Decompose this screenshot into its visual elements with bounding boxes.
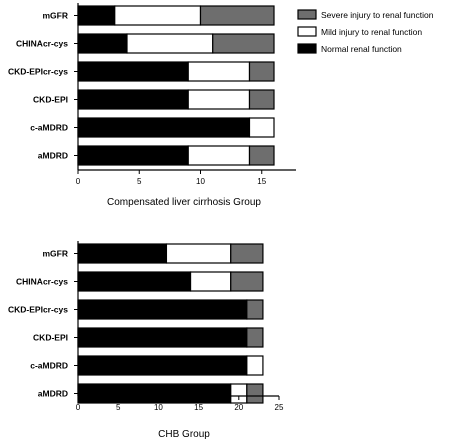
category-label: CKD-EPI: [33, 95, 68, 105]
bar-segment: [126, 33, 214, 54]
bar-segment: [246, 355, 264, 376]
bar-segment: [77, 145, 189, 166]
x-axis-label: CHB Group: [158, 429, 210, 440]
legend-swatch: [297, 26, 317, 37]
bar-segment: [77, 243, 168, 264]
bar-row-ckd-epicr-cys: [77, 61, 275, 82]
bar-segment: [248, 145, 275, 166]
bar-segment: [77, 327, 248, 348]
bar-row-c-amdrd: [77, 117, 275, 138]
bar-segment: [230, 271, 264, 292]
x-tick-label: 20: [234, 403, 243, 412]
x-tick-label: 15: [194, 403, 203, 412]
bar-segment: [248, 61, 275, 82]
bar-segment: [77, 117, 251, 138]
legend-label: Severe injury to renal function: [321, 10, 434, 20]
x-axis-label: Compensated liver cirrhosis Group: [107, 197, 261, 208]
x-tick-label: 5: [137, 177, 142, 186]
chart-1: mGFR CHINAcr-cys CKD-EPIcr-cys CKD-EPI c-aMD…: [8, 3, 434, 208]
bar-segment: [246, 327, 264, 348]
bar-segment: [77, 89, 189, 110]
category-label: CHINAcr-cys: [16, 277, 68, 287]
bar-segment: [212, 33, 275, 54]
category-label: c-aMDRD: [30, 123, 68, 133]
category-label: CKD-EPIcr-cys: [8, 67, 68, 77]
bar-row-ckd-epi: [77, 89, 275, 110]
bar-row-c-amdrd: [77, 355, 264, 376]
bar-row-amdrd: [77, 145, 275, 166]
bar-segment: [165, 243, 232, 264]
bar-segment: [199, 5, 275, 26]
category-label: aMDRD: [38, 151, 68, 161]
bar-segment: [77, 5, 116, 26]
x-tick-label: 25: [275, 403, 284, 412]
bar-row-mgfr: [77, 5, 275, 26]
bar-segment: [248, 89, 275, 110]
legend: Severe injury to renal function Mild inju…: [297, 9, 434, 54]
legend-swatch: [297, 9, 317, 20]
bar-segment: [230, 383, 248, 404]
bar-segment: [77, 383, 232, 404]
category-label: c-aMDRD: [30, 361, 68, 371]
bar-segment: [230, 243, 264, 264]
category-label: aMDRD: [38, 389, 68, 399]
category-label: mGFR: [43, 11, 69, 21]
x-tick-label: 0: [76, 177, 81, 186]
category-label: mGFR: [43, 249, 69, 259]
bar-segment: [187, 61, 251, 82]
chart-2: mGFR CHINAcr-cys CKD-EPIcr-cys CKD-EPI c-aMD…: [8, 241, 284, 440]
bar-segment: [246, 299, 264, 320]
legend-swatch: [297, 43, 317, 54]
bar-segment: [189, 271, 232, 292]
bar-segment: [187, 145, 251, 166]
bar-segment: [77, 33, 128, 54]
x-tick-label: 15: [257, 177, 266, 186]
bar-row-chinacr-cys: [77, 271, 264, 292]
legend-label: Normal renal function: [321, 44, 402, 54]
x-tick-label: 10: [196, 177, 205, 186]
category-label: CKD-EPI: [33, 333, 68, 343]
bar-segment: [187, 89, 251, 110]
category-label: CHINAcr-cys: [16, 39, 68, 49]
x-tick-label: 0: [76, 403, 81, 412]
bar-segment: [248, 117, 275, 138]
bar-segment: [114, 5, 202, 26]
bar-row-mgfr: [77, 243, 264, 264]
bar-segment: [77, 299, 248, 320]
legend-label: Mild injury to renal function: [321, 27, 422, 37]
bar-row-chinacr-cys: [77, 33, 275, 54]
bar-row-ckd-epicr-cys: [77, 299, 264, 320]
bar-segment: [246, 383, 264, 404]
x-tick-label: 10: [154, 403, 163, 412]
x-tick-label: 5: [116, 403, 121, 412]
bar-segment: [77, 355, 248, 376]
bar-row-ckd-epi: [77, 327, 264, 348]
bar-segment: [77, 271, 192, 292]
bar-row-amdrd: [77, 383, 264, 404]
bar-segment: [77, 61, 189, 82]
category-label: CKD-EPIcr-cys: [8, 305, 68, 315]
